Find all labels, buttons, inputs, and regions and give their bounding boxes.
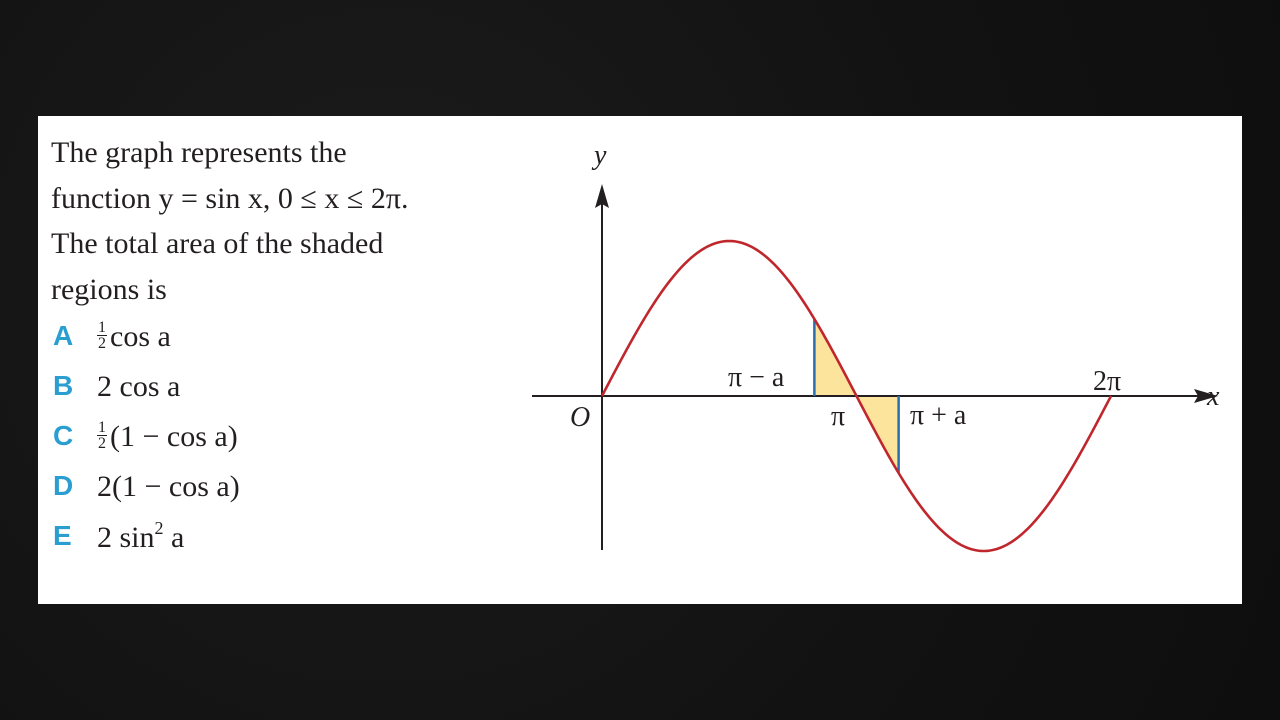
pi-plus-a-label: π + a bbox=[910, 400, 967, 431]
option-e-expression: 2 sin2 a bbox=[97, 518, 185, 555]
option-e-exponent: 2 bbox=[154, 518, 164, 538]
option-d-letter: D bbox=[53, 470, 74, 501]
y-axis-label: y bbox=[591, 140, 607, 171]
option-a-denominator: 2 bbox=[98, 334, 106, 352]
option-c-numerator: 1 bbox=[97, 418, 107, 436]
option-e-post: a bbox=[163, 521, 185, 554]
origin-label: O bbox=[570, 402, 590, 433]
option-a-expression: 1 2 cos a bbox=[97, 318, 171, 355]
sine-curve bbox=[600, 239, 1113, 553]
question-text: The graph represents the function y = si… bbox=[51, 130, 501, 312]
y-axis-arrow-icon bbox=[595, 184, 609, 208]
option-c-denominator: 2 bbox=[98, 434, 106, 452]
question-line-2: function y = sin x, 0 ≤ x ≤ 2π. bbox=[51, 181, 409, 215]
option-a-letter: A bbox=[53, 320, 74, 351]
x-axis-arrow-icon bbox=[1194, 389, 1218, 403]
option-c-rest: (1 − cos a) bbox=[110, 420, 238, 453]
option-d-expression: 2(1 − cos a) bbox=[97, 470, 240, 503]
option-b-expression: 2 cos a bbox=[97, 370, 181, 403]
option-a-numerator: 1 bbox=[97, 318, 107, 336]
pi-minus-a-label: π − a bbox=[728, 362, 785, 393]
option-c-letter: C bbox=[53, 420, 74, 451]
option-e-letter: E bbox=[53, 520, 72, 551]
question-line-3: The total area of the shaded bbox=[51, 227, 384, 260]
option-c-expression: 1 2 (1 − cos a) bbox=[97, 418, 238, 455]
two-pi-tick-label: 2π bbox=[1093, 366, 1121, 397]
question-line-4: regions is bbox=[51, 272, 167, 306]
option-a-fraction: 1 2 bbox=[97, 318, 107, 352]
option-b-letter: B bbox=[53, 370, 74, 401]
option-c-fraction: 1 2 bbox=[97, 418, 107, 452]
option-a-rest: cos a bbox=[110, 320, 171, 353]
question-card: The graph represents the function y = si… bbox=[38, 116, 1242, 604]
option-e-pre: 2 sin bbox=[97, 521, 155, 554]
x-axis-label: x bbox=[1206, 381, 1220, 412]
question-line-1: The graph represents the bbox=[51, 136, 347, 169]
sine-graph: y x O π 2π π − a π + a bbox=[532, 140, 1220, 553]
pi-tick-label: π bbox=[831, 401, 845, 432]
